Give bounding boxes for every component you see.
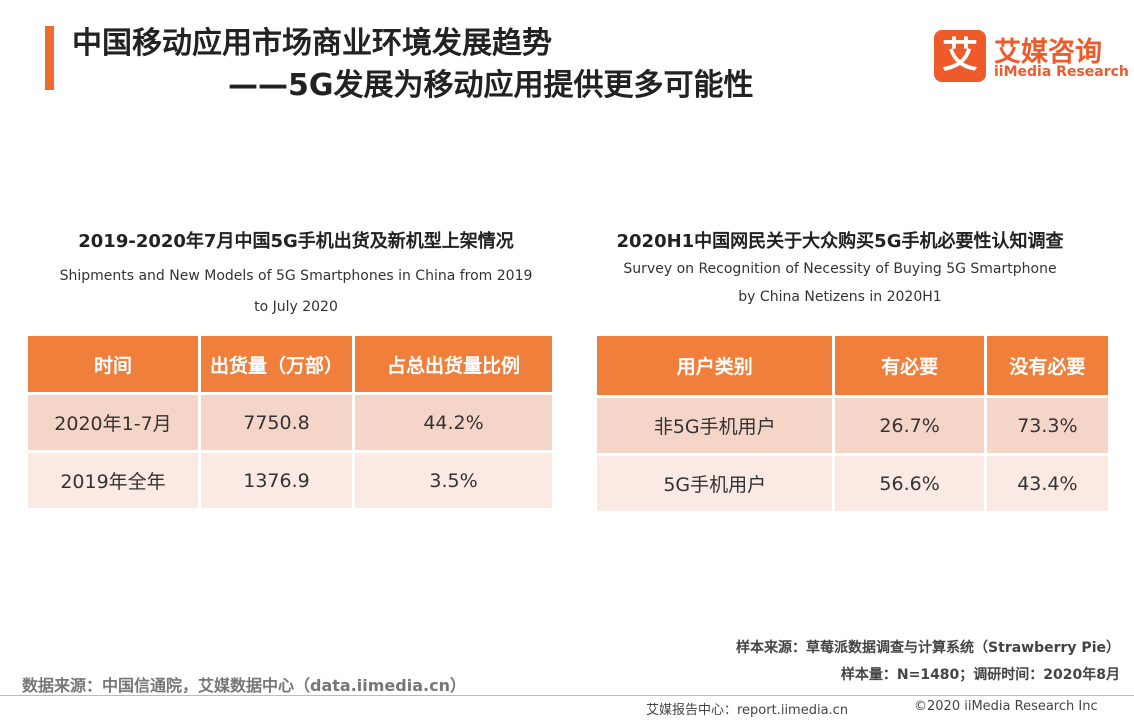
- accent-bar: [45, 26, 54, 90]
- header-cell: 出货量（万部）: [201, 336, 352, 392]
- table-cell: 2019年全年: [28, 453, 198, 508]
- table-row: 2019年全年 1376.9 3.5%: [28, 453, 552, 508]
- table-cell: 43.4%: [986, 456, 1108, 511]
- header-cell: 占总出货量比例: [355, 336, 552, 392]
- header-cell: 有必要: [835, 336, 984, 395]
- divider: [0, 695, 1134, 696]
- table-row: 5G手机用户 56.6% 43.4%: [597, 456, 1108, 511]
- table-subtitle: Survey on Recognition of Necessity of Bu…: [623, 261, 1057, 277]
- title: 中国移动应用市场商业环境发展趋势: [72, 26, 552, 61]
- table-title: 2020H1中国网民关于大众购买5G手机必要性认知调查: [616, 231, 1064, 252]
- title: ——5G发展为移动应用提供更多可能性: [228, 68, 754, 103]
- table-subtitle: to July 2020: [254, 299, 338, 315]
- logo-icon: 艾: [934, 30, 986, 82]
- header-cell: 用户类别: [597, 336, 833, 395]
- table-row: 时间 出货量（万部） 占总出货量比例: [28, 336, 552, 392]
- logo-name: 艾媒咨询: [994, 37, 1102, 68]
- table-cell: 73.3%: [986, 398, 1108, 453]
- table-cell: 1376.9: [201, 453, 352, 508]
- data-source: 数据来源：中国信通院，艾媒数据中心（data.iimedia.cn）: [22, 676, 466, 695]
- logo-sub: iiMedia Research: [994, 64, 1129, 80]
- table-title: 2019-2020年7月中国5G手机出货及新机型上架情况: [78, 231, 514, 252]
- table-cell: 3.5%: [355, 453, 552, 508]
- table-cell: 56.6%: [835, 456, 984, 511]
- table-cell: 2020年1-7月: [28, 395, 198, 450]
- header-cell: 没有必要: [986, 336, 1108, 395]
- sample-source: 样本来源：草莓派数据调查与计算系统（Strawberry Pie）: [736, 640, 1120, 656]
- table-cell: 5G手机用户: [597, 456, 833, 511]
- table-row: 用户类别 有必要 没有必要: [597, 336, 1108, 395]
- table: 用户类别 有必要 没有必要 非5G手机用户 26.7% 73.3% 5G手机用户 56.6% 4…: [594, 333, 1111, 514]
- table-cell: 44.2%: [355, 395, 552, 450]
- table-row: 2020年1-7月 7750.8 44.2%: [28, 395, 552, 450]
- table-subtitle: by China Netizens in 2020H1: [738, 289, 942, 305]
- report-center: 艾媒报告中心：report.iimedia.cn: [646, 703, 849, 718]
- copyright: ©2020 iiMedia Research Inc: [914, 699, 1098, 714]
- table-cell: 7750.8: [201, 395, 352, 450]
- table-row: 非5G手机用户 26.7% 73.3%: [597, 398, 1108, 453]
- header-cell: 时间: [28, 336, 198, 392]
- table-cell: 26.7%: [835, 398, 984, 453]
- sample-size: 样本量：N=1480；调研时间：2020年8月: [840, 667, 1120, 683]
- table-subtitle: Shipments and New Models of 5G Smartphon…: [59, 268, 533, 284]
- table: 时间 出货量（万部） 占总出货量比例 2020年1-7月 7750.8 44.2% 2019…: [25, 333, 555, 511]
- table-cell: 非5G手机用户: [597, 398, 833, 453]
